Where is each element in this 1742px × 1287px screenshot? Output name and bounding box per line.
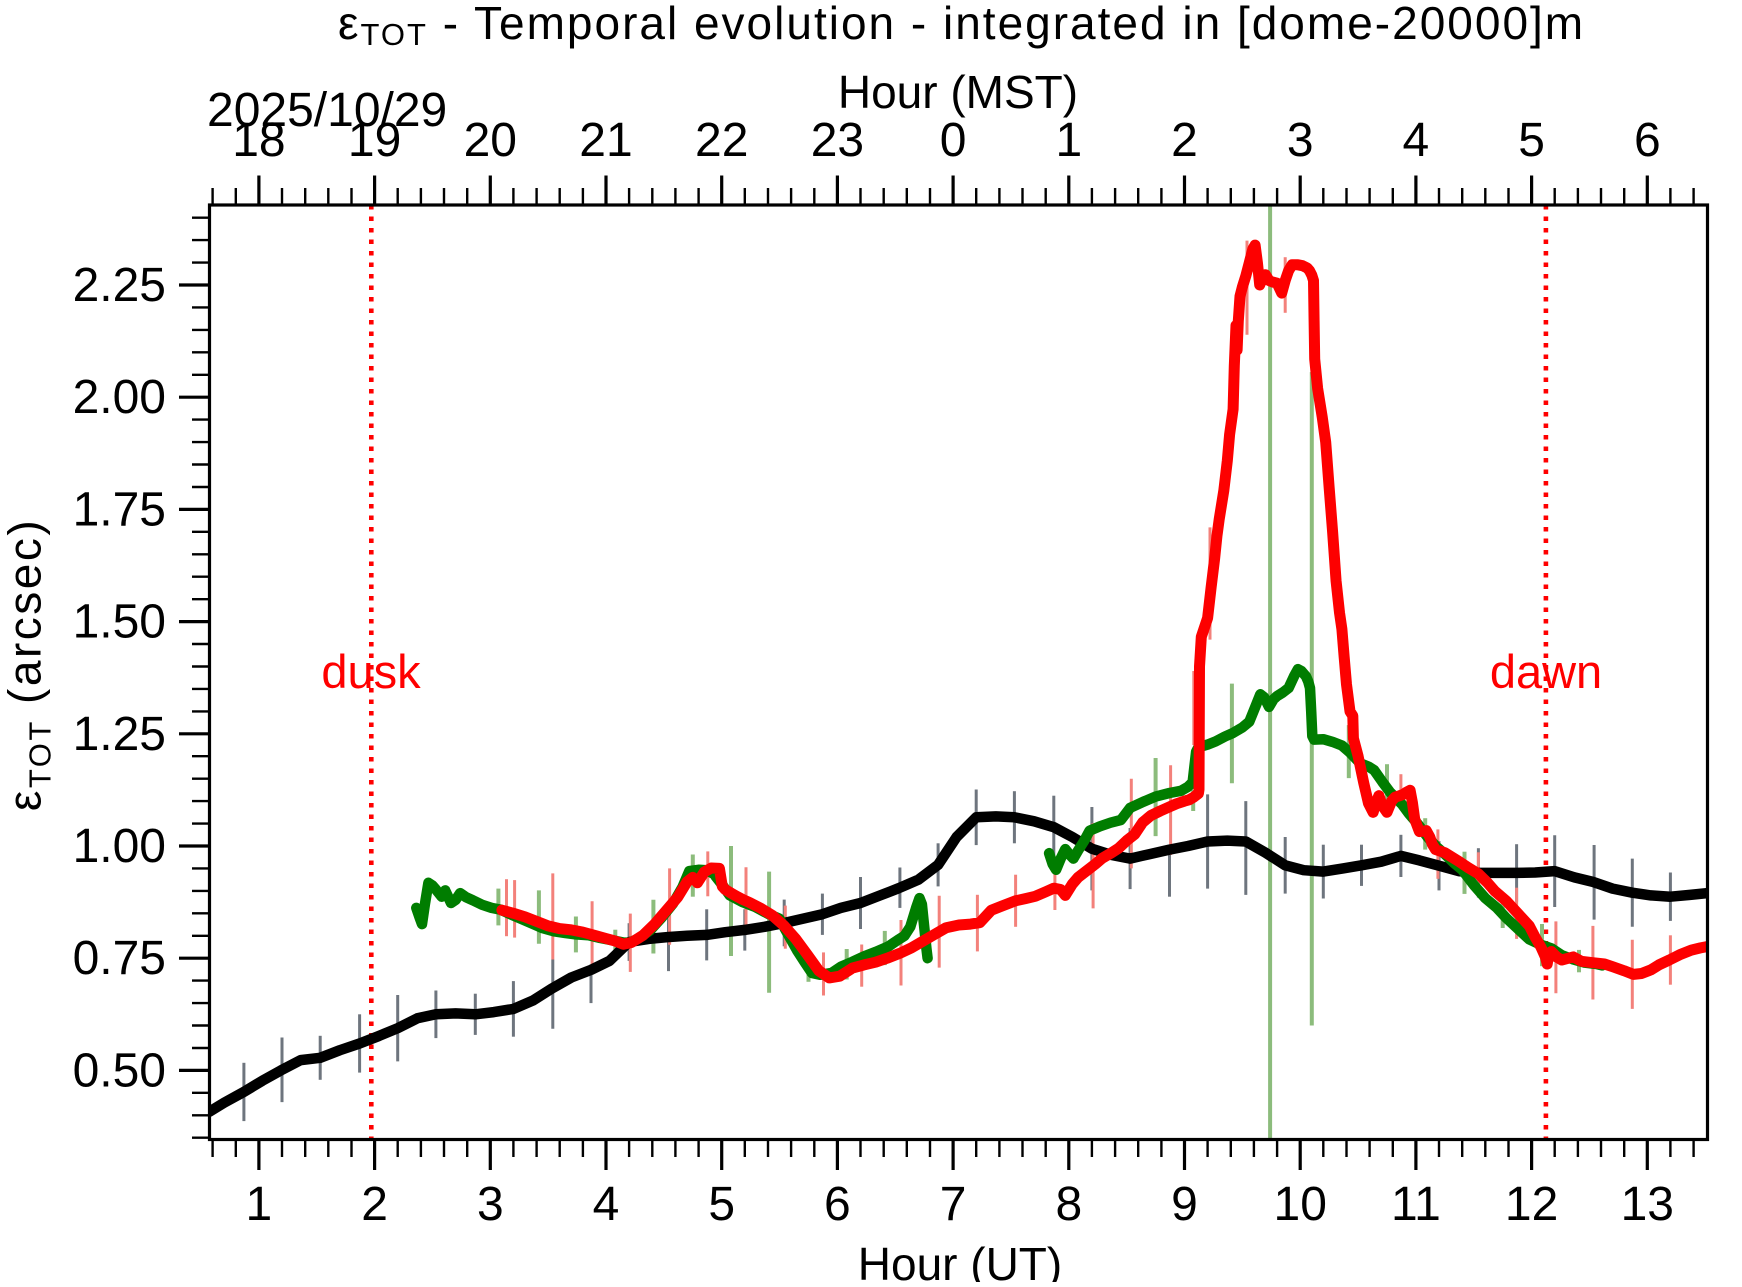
- svg-text:3: 3: [477, 1178, 504, 1231]
- svg-text:13: 13: [1621, 1178, 1674, 1231]
- svg-text:dawn: dawn: [1490, 645, 1602, 698]
- svg-text:1.00: 1.00: [73, 820, 166, 873]
- svg-text:23: 23: [811, 114, 864, 167]
- svg-text:12: 12: [1505, 1178, 1558, 1231]
- svg-text:19: 19: [348, 114, 401, 167]
- svg-text:10: 10: [1274, 1178, 1327, 1231]
- svg-text:7: 7: [940, 1178, 967, 1231]
- svg-text:1: 1: [1055, 114, 1082, 167]
- svg-text:dusk: dusk: [321, 645, 421, 698]
- svg-text:6: 6: [1634, 114, 1661, 167]
- svg-text:4: 4: [1403, 114, 1430, 167]
- svg-text:6: 6: [824, 1178, 851, 1231]
- svg-text:8: 8: [1055, 1178, 1082, 1231]
- svg-text:0.50: 0.50: [73, 1044, 166, 1097]
- svg-text:2: 2: [361, 1178, 388, 1231]
- svg-text:1.75: 1.75: [73, 483, 166, 536]
- svg-text:9: 9: [1171, 1178, 1198, 1231]
- svg-text:20: 20: [464, 114, 517, 167]
- svg-text:Hour (UT): Hour (UT): [858, 1238, 1062, 1282]
- svg-text:Hour (MST): Hour (MST): [838, 66, 1078, 118]
- svg-text:1: 1: [246, 1178, 273, 1231]
- svg-text:εTOT - Temporal evolution - in: εTOT - Temporal evolution - integrated i…: [338, 0, 1585, 52]
- svg-text:3: 3: [1287, 114, 1314, 167]
- svg-text:1.50: 1.50: [73, 596, 166, 649]
- svg-text:5: 5: [708, 1178, 735, 1231]
- svg-text:22: 22: [695, 114, 748, 167]
- svg-text:0.75: 0.75: [73, 932, 166, 985]
- svg-text:11: 11: [1391, 1178, 1441, 1231]
- svg-text:21: 21: [579, 114, 632, 167]
- svg-text:5: 5: [1518, 114, 1545, 167]
- svg-text:2.00: 2.00: [73, 371, 166, 424]
- svg-text:1.25: 1.25: [73, 708, 166, 761]
- svg-text:2: 2: [1171, 114, 1198, 167]
- svg-text:0: 0: [940, 114, 967, 167]
- svg-text:4: 4: [593, 1178, 620, 1231]
- svg-text:18: 18: [232, 114, 285, 167]
- svg-text:2.25: 2.25: [73, 259, 166, 312]
- svg-text:2025/10/29: 2025/10/29: [207, 84, 447, 137]
